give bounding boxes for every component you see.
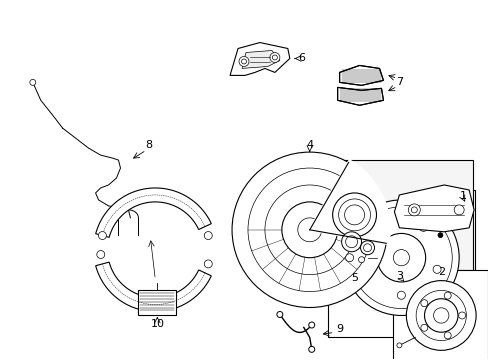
Circle shape bbox=[392, 249, 408, 266]
Circle shape bbox=[276, 311, 282, 318]
Circle shape bbox=[247, 168, 371, 292]
Circle shape bbox=[397, 291, 405, 299]
Circle shape bbox=[98, 231, 106, 239]
Polygon shape bbox=[96, 188, 211, 237]
Text: 8: 8 bbox=[144, 140, 152, 150]
Circle shape bbox=[433, 308, 448, 323]
Circle shape bbox=[363, 244, 371, 252]
Text: 9: 9 bbox=[335, 324, 343, 334]
Circle shape bbox=[345, 254, 353, 262]
Text: 1: 1 bbox=[459, 191, 466, 201]
Circle shape bbox=[419, 223, 427, 231]
Circle shape bbox=[415, 291, 466, 341]
Circle shape bbox=[264, 185, 354, 275]
Circle shape bbox=[358, 257, 364, 263]
Text: 7: 7 bbox=[395, 77, 402, 87]
Polygon shape bbox=[242, 50, 279, 68]
Circle shape bbox=[453, 205, 463, 215]
Text: 6: 6 bbox=[298, 54, 305, 63]
Circle shape bbox=[424, 299, 457, 332]
Circle shape bbox=[361, 265, 369, 273]
Circle shape bbox=[345, 236, 357, 248]
Polygon shape bbox=[337, 87, 383, 105]
Circle shape bbox=[204, 231, 212, 239]
Circle shape bbox=[204, 260, 212, 268]
Circle shape bbox=[30, 80, 36, 85]
Text: 4: 4 bbox=[305, 140, 313, 150]
Circle shape bbox=[420, 300, 427, 307]
Polygon shape bbox=[394, 185, 473, 232]
Bar bbox=[325, 160, 472, 270]
Circle shape bbox=[297, 218, 321, 242]
Circle shape bbox=[239, 57, 248, 67]
Wedge shape bbox=[309, 161, 388, 244]
Circle shape bbox=[350, 207, 451, 309]
Circle shape bbox=[97, 251, 104, 258]
Text: 3: 3 bbox=[395, 271, 402, 281]
Circle shape bbox=[410, 207, 416, 213]
Circle shape bbox=[374, 223, 383, 231]
Bar bbox=[138, 289, 176, 315]
Circle shape bbox=[407, 204, 420, 216]
Bar bbox=[393, 270, 487, 360]
Circle shape bbox=[396, 343, 401, 348]
Circle shape bbox=[360, 241, 374, 255]
Circle shape bbox=[232, 152, 386, 307]
Circle shape bbox=[443, 292, 450, 299]
Text: 2: 2 bbox=[437, 267, 444, 276]
Circle shape bbox=[269, 53, 279, 62]
Circle shape bbox=[420, 324, 427, 331]
Circle shape bbox=[281, 202, 337, 258]
Circle shape bbox=[458, 312, 465, 319]
Polygon shape bbox=[339, 66, 383, 85]
Circle shape bbox=[343, 200, 458, 315]
Circle shape bbox=[341, 232, 361, 252]
Circle shape bbox=[344, 205, 364, 225]
Circle shape bbox=[406, 280, 475, 350]
Circle shape bbox=[432, 265, 440, 273]
Circle shape bbox=[338, 199, 370, 231]
Circle shape bbox=[332, 193, 376, 237]
Polygon shape bbox=[96, 262, 211, 311]
Polygon shape bbox=[229, 42, 289, 75]
Circle shape bbox=[437, 233, 442, 238]
Circle shape bbox=[241, 59, 246, 64]
Circle shape bbox=[443, 332, 450, 339]
Circle shape bbox=[308, 346, 314, 352]
Circle shape bbox=[272, 55, 277, 60]
Circle shape bbox=[376, 233, 425, 282]
Bar bbox=[327, 190, 474, 337]
Text: 10: 10 bbox=[150, 319, 164, 329]
Circle shape bbox=[308, 322, 314, 328]
Text: 5: 5 bbox=[350, 273, 357, 283]
